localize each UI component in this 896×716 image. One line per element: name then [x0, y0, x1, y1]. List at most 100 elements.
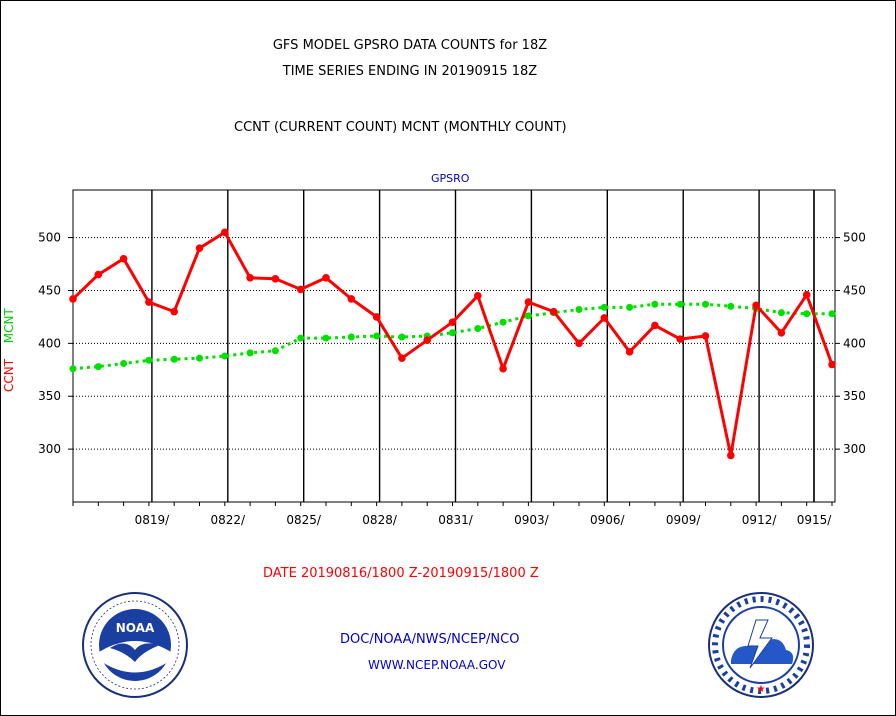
y-tick-right-450: 450: [843, 283, 866, 297]
y-tick-left-350: 350: [38, 389, 61, 403]
y-tick-labels: 300 300 350 350 400 400 450 450 500 500: [38, 231, 866, 457]
point-mcnt-0828: [373, 332, 381, 340]
point-ccnt-0816: [69, 295, 77, 303]
point-ccnt-0830: [423, 336, 432, 344]
point-mcnt-0821: [196, 354, 203, 362]
noaa-logo-text: NOAA: [116, 621, 155, 635]
x-tick-label-0825: 0825/: [286, 513, 322, 527]
point-ccnt-0831: [448, 318, 457, 327]
point-ccnt-0905: [575, 339, 583, 348]
y-tick-right-400: 400: [843, 336, 866, 350]
point-mcnt-0911: [727, 302, 735, 310]
point-ccnt-0827: [347, 295, 356, 303]
point-mcnt-0825: [297, 334, 305, 342]
x-tick-label-0903: 0903/: [514, 513, 550, 527]
point-mcnt-0817: [94, 363, 102, 371]
point-ccnt-0909: [676, 335, 684, 343]
series-ccnt: [69, 228, 836, 460]
point-mcnt-0910: [702, 300, 709, 308]
y-tick-right-300: 300: [843, 442, 866, 456]
date-range-label: DATE 20190816/1800 Z-20190915/1800 Z: [263, 566, 539, 581]
point-mcnt-0820: [170, 355, 178, 363]
point-ccnt-0911: [727, 451, 735, 460]
point-ccnt-0821: [195, 244, 204, 252]
point-ccnt-0818: [119, 254, 128, 263]
plot-area: [72, 189, 836, 503]
point-mcnt-0914: [803, 310, 811, 318]
point-mcnt-0818: [120, 359, 128, 367]
y-tick-left-450: 450: [38, 283, 61, 297]
point-ccnt-0825: [296, 285, 305, 294]
point-ccnt-0824: [271, 275, 280, 283]
line-mcnt: [72, 302, 832, 371]
point-mcnt-0905: [575, 306, 583, 314]
line-ccnt: [71, 230, 834, 457]
plot-title: GPSRO: [431, 172, 470, 185]
point-mcnt-0901: [474, 325, 482, 333]
point-ccnt-0823: [246, 273, 254, 282]
chart-title-line2: TIME SERIES ENDING IN 20190915 18Z: [282, 64, 538, 79]
x-tick-label-0909: 0909/: [666, 513, 702, 527]
y-tick-right-350: 350: [843, 389, 866, 403]
point-ccnt-0819: [145, 298, 153, 306]
x-tick-labels: 0819/0822/0825/0828/0831/0903/0906/0909/…: [72, 502, 833, 527]
point-ccnt-0820: [170, 307, 178, 316]
chart-title-line3: CCNT (CURRENT COUNT) MCNT (MONTHLY COUNT…: [234, 120, 567, 135]
x-tick-label-0831: 0831/: [438, 513, 474, 527]
x-tick-label-0819: 0819/: [135, 513, 171, 527]
chart-title-line1: GFS MODEL GPSRO DATA COUNTS for 18Z: [272, 38, 548, 53]
point-mcnt-0819: [145, 356, 153, 364]
point-mcnt-0906: [600, 303, 608, 311]
series-mcnt: [69, 300, 836, 373]
point-mcnt-0913: [777, 309, 785, 317]
x-tick-label-0822: 0822/: [211, 513, 247, 527]
point-mcnt-0907: [626, 303, 634, 311]
point-ccnt-0913: [777, 328, 786, 337]
point-mcnt-0908: [651, 300, 659, 308]
point-mcnt-0826: [322, 334, 330, 342]
point-ccnt-0902: [499, 364, 507, 373]
point-mcnt-0822: [221, 352, 229, 360]
noaa-logo: NOAA: [82, 592, 188, 698]
point-mcnt-0829: [398, 333, 406, 341]
nws-logo-star-icon: ★: [757, 684, 766, 695]
point-ccnt-0826: [322, 273, 330, 282]
website-link[interactable]: WWW.NCEP.NOAA.GOV: [368, 658, 506, 672]
point-ccnt-0817: [94, 270, 103, 279]
nws-logo: ★: [708, 592, 814, 698]
point-ccnt-0903: [524, 298, 533, 306]
y-tick-left-500: 500: [38, 231, 61, 245]
x-tick-label-0906: 0906/: [590, 513, 626, 527]
point-mcnt-0902: [499, 318, 507, 326]
y-tick-left-400: 400: [38, 336, 61, 350]
point-ccnt-0907: [625, 348, 634, 356]
point-ccnt-0904: [549, 307, 558, 316]
horizontal-gridlines: [73, 237, 835, 450]
point-mcnt-0903: [524, 312, 532, 320]
point-ccnt-0906: [600, 314, 609, 322]
point-ccnt-0915: [828, 360, 836, 369]
x-tick-label-0912: 0912/: [742, 513, 778, 527]
point-ccnt-0828: [372, 313, 381, 321]
point-mcnt-0824: [271, 347, 279, 355]
x-tick-label-0828: 0828/: [362, 513, 398, 527]
point-ccnt-0901: [474, 291, 482, 300]
vertical-gridlines: [151, 190, 815, 502]
point-ccnt-0829: [398, 354, 406, 362]
point-mcnt-0816: [69, 365, 77, 373]
y-tick-right-500: 500: [843, 231, 866, 245]
point-mcnt-0915: [828, 310, 836, 318]
point-ccnt-0912: [752, 301, 760, 310]
point-ccnt-0908: [651, 321, 659, 330]
point-ccnt-0910: [701, 332, 710, 340]
point-mcnt-0909: [676, 300, 684, 308]
point-mcnt-0823: [246, 349, 254, 357]
point-mcnt-0831: [449, 329, 456, 337]
point-mcnt-0827: [347, 333, 355, 341]
point-ccnt-0822: [221, 228, 229, 237]
x-tick-label-0915: 0915/: [797, 513, 833, 527]
point-ccnt-0914: [802, 290, 811, 299]
org-link[interactable]: DOC/NOAA/NWS/NCEP/NCO: [340, 632, 520, 647]
y-tick-left-300: 300: [38, 442, 61, 456]
